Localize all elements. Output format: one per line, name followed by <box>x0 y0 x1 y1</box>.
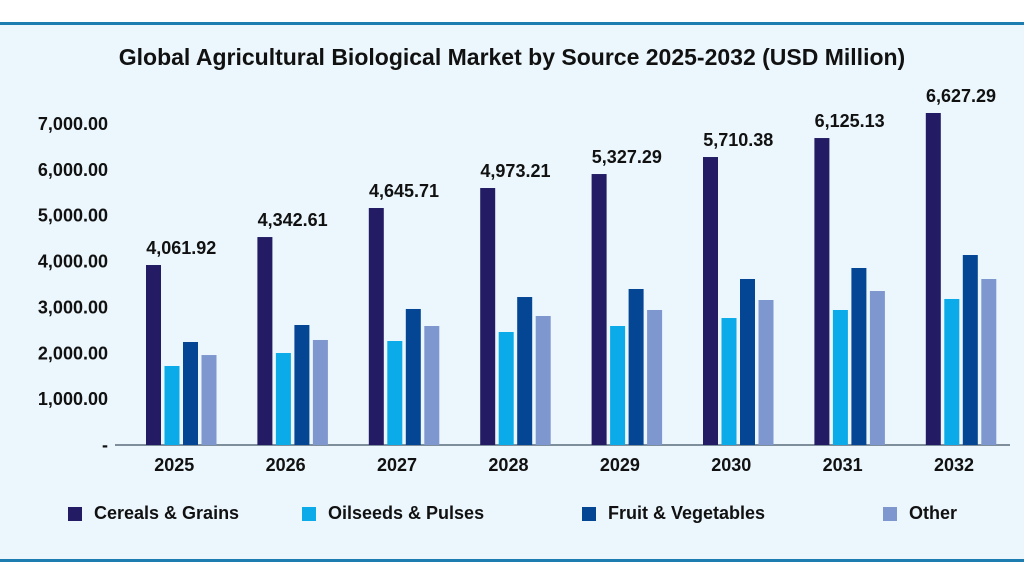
bar-oilseeds-pulses-2032 <box>944 298 960 445</box>
legend-item-cereals: Cereals & Grains <box>68 503 239 524</box>
bar-oilseeds-pulses-2031 <box>832 309 848 445</box>
legend-swatch <box>302 506 316 521</box>
bar-oilseeds-pulses-2026 <box>275 353 291 445</box>
data-label: 4,342.61 <box>258 210 328 230</box>
legend-label: Fruit & Vegetables <box>608 503 766 523</box>
y-tick-label: 7,000.00 <box>38 114 108 134</box>
bar-oilseeds-pulses-2027 <box>387 340 403 445</box>
bar-cereals-grains-2031 <box>814 138 830 445</box>
bar-oilseeds-pulses-2029 <box>610 326 626 445</box>
data-label: 5,327.29 <box>592 147 662 167</box>
bar-other-2032 <box>981 278 997 445</box>
bar-fruit-vegetables-2032 <box>962 255 978 445</box>
bar-cereals-grains-2028 <box>480 188 496 445</box>
x-tick-label: 2027 <box>377 455 417 475</box>
chart-title: Global Agricultural Biological Market by… <box>118 44 906 70</box>
bar-other-2031 <box>869 291 885 445</box>
data-label: 4,645.71 <box>369 181 439 201</box>
bar-other-2028 <box>535 316 551 445</box>
bar-fruit-vegetables-2027 <box>405 308 421 445</box>
legend-label: Oilseeds & Pulses <box>328 503 485 523</box>
bar-other-2030 <box>758 299 774 445</box>
data-label: 4,973.21 <box>480 161 550 181</box>
data-label: 5,710.38 <box>703 130 773 150</box>
data-label: 4,061.92 <box>146 238 216 258</box>
bar-fruit-vegetables-2028 <box>517 297 533 445</box>
y-tick-label: 1,000.00 <box>38 389 108 409</box>
x-tick-label: 2031 <box>823 455 863 475</box>
bar-fruit-vegetables-2029 <box>628 288 644 445</box>
x-tick-label: 2025 <box>154 455 194 475</box>
y-tick-label: 2,000.00 <box>38 343 108 363</box>
bar-oilseeds-pulses-2030 <box>721 318 737 445</box>
data-label: 6,125.13 <box>815 111 885 131</box>
bar-cereals-grains-2025 <box>146 265 161 445</box>
bar-fruit-vegetables-2026 <box>294 324 310 445</box>
data-label: 6,627.29 <box>926 86 996 106</box>
bar-fruit-vegetables-2025 <box>183 342 198 445</box>
legend-swatch <box>68 506 82 521</box>
y-tick-label: - <box>102 435 108 455</box>
bar-cereals-grains-2027 <box>368 208 384 445</box>
x-tick-label: 2030 <box>711 455 751 475</box>
bar-other-2027 <box>424 326 440 445</box>
legend-label: Other <box>909 503 958 523</box>
bar-cereals-grains-2029 <box>591 174 607 445</box>
bar-oilseeds-pulses-2025 <box>164 365 180 445</box>
x-tick-label: 2026 <box>266 455 306 475</box>
y-tick-label: 5,000.00 <box>38 206 108 226</box>
bar-cereals-grains-2026 <box>257 237 273 445</box>
legend-swatch <box>883 506 897 521</box>
legend-item-other: Other <box>883 503 957 524</box>
bar-other-2026 <box>312 339 328 445</box>
bar-cereals-grains-2030 <box>703 157 718 445</box>
bar-other-2029 <box>647 309 663 445</box>
y-tick-label: 6,000.00 <box>38 160 108 180</box>
y-tick-label: 4,000.00 <box>38 252 108 272</box>
bar-other-2025 <box>201 355 217 445</box>
bar-cereals-grains-2032 <box>925 112 941 445</box>
x-tick-label: 2028 <box>488 455 528 475</box>
x-tick-label: 2029 <box>600 455 640 475</box>
x-tick-label: 2032 <box>934 455 974 475</box>
y-tick-label: 3,000.00 <box>38 297 108 317</box>
legend-swatch <box>582 506 596 521</box>
bar-oilseeds-pulses-2028 <box>498 332 514 445</box>
bar-fruit-vegetables-2030 <box>740 278 755 445</box>
legend-item-oilseeds: Oilseeds & Pulses <box>302 503 484 524</box>
legend-label: Cereals & Grains <box>94 503 240 523</box>
bar-fruit-vegetables-2031 <box>851 267 867 445</box>
legend-item-fruit: Fruit & Vegetables <box>582 503 765 524</box>
